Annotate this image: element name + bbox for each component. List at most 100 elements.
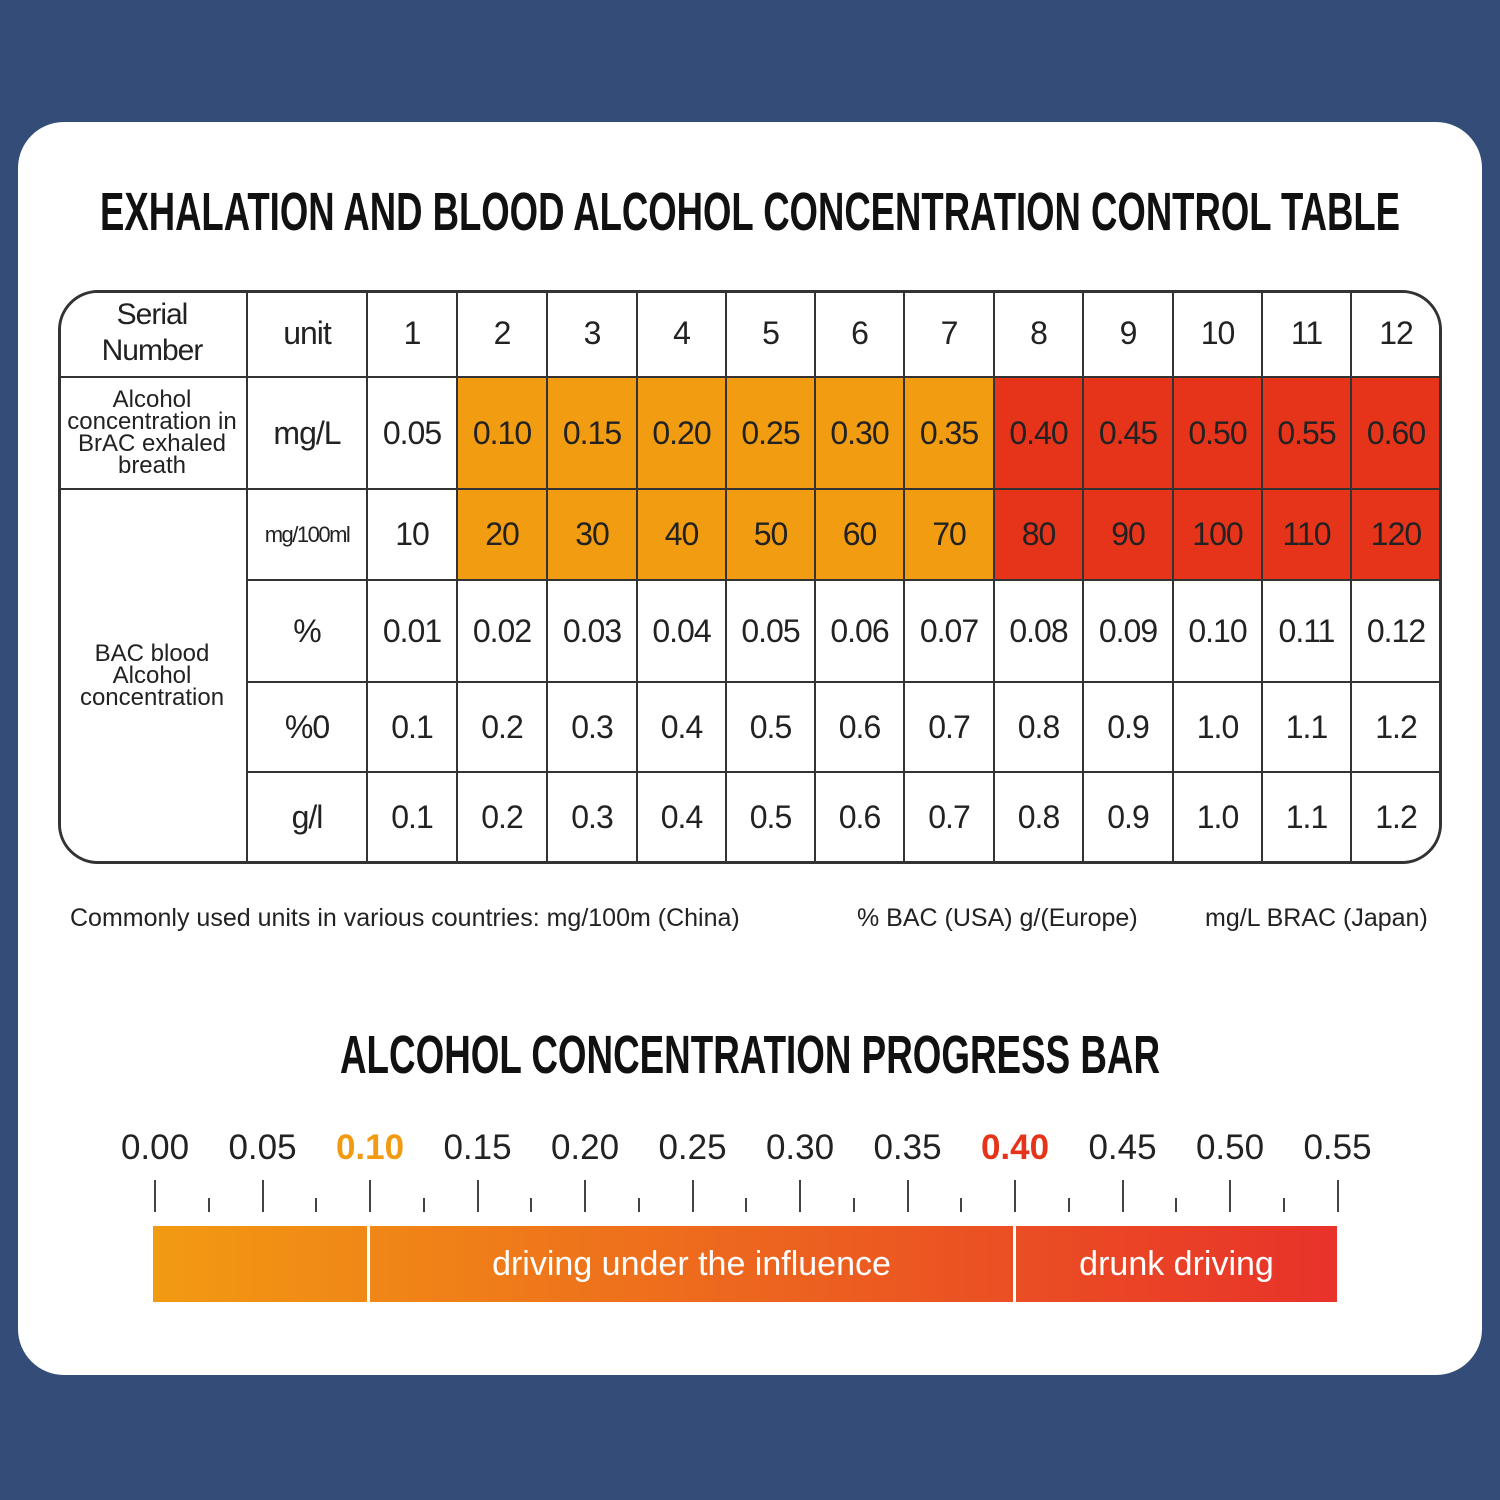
minor-tick	[637, 1198, 640, 1212]
table-cell: 0.50	[1174, 378, 1263, 490]
table-cell: 0.05	[727, 581, 816, 683]
table-cell: 2	[458, 293, 548, 378]
tick-label: 0.30	[765, 1128, 835, 1167]
table-cell: 0.9	[1084, 773, 1174, 861]
table-cell: 0.06	[816, 581, 905, 683]
table-cell: 90	[1084, 490, 1174, 581]
tick-label: 0.40	[980, 1128, 1050, 1167]
table-cell: 0.45	[1084, 378, 1174, 490]
minor-tick	[422, 1198, 425, 1212]
table-cell: 0.08	[995, 581, 1084, 683]
tick-mark	[369, 1180, 371, 1212]
table-cell: 0.09	[1084, 581, 1174, 683]
tick-label: 0.05	[228, 1128, 297, 1167]
note: % BAC (USA) g/(Europe)	[857, 904, 1138, 932]
table-cell: 0.10	[458, 378, 548, 490]
table-cell: Alcohol concentration in BrAC exhaled br…	[61, 378, 248, 490]
tick-label: 0.50	[1195, 1128, 1265, 1167]
table-cell: 0.8	[995, 683, 1084, 773]
separator	[367, 1226, 370, 1302]
table-cell: 1.1	[1263, 683, 1352, 773]
tick-mark	[1121, 1180, 1124, 1212]
table-cell: mg/L	[248, 378, 368, 490]
tick-mark	[261, 1180, 264, 1212]
note: mg/L BRAC (Japan)	[1205, 904, 1428, 932]
table-cell: 0.02	[458, 581, 548, 683]
table-cell: 110	[1263, 490, 1352, 581]
tick-label: 0.15	[443, 1128, 512, 1167]
table-cell: 70	[905, 490, 995, 581]
table-cell: Serial Number	[61, 293, 248, 378]
table-cell: 1.0	[1174, 773, 1263, 861]
table-cell: mg/100ml	[248, 490, 368, 581]
table-title: EXHALATION AND BLOOD ALCOHOL CONCENTRATI…	[100, 182, 1400, 242]
progress-bar	[153, 1226, 1337, 1302]
table-cell: 3	[548, 293, 638, 378]
tick-label: 0.55	[1303, 1128, 1372, 1167]
table-cell: 10	[1174, 293, 1263, 378]
minor-tick	[960, 1198, 963, 1212]
tick-label: 0.00	[120, 1128, 190, 1167]
minor-tick	[1282, 1198, 1285, 1212]
table-cell: 0.7	[905, 683, 995, 773]
table-cell: 11	[1263, 293, 1352, 378]
table-cell: 0.7	[905, 773, 995, 861]
table-cell: 0.6	[816, 683, 905, 773]
table-cell: 0.30	[816, 378, 905, 490]
segment-label: driving under the influence	[492, 1244, 891, 1283]
table-cell: 40	[638, 490, 727, 581]
note: Commonly used units in various countries…	[70, 904, 740, 932]
table-cell: 0.6	[816, 773, 905, 861]
table-cell: 0.4	[638, 773, 727, 861]
table-cell: 0.3	[548, 683, 638, 773]
table-cell: 80	[995, 490, 1084, 581]
table-cell: 1.2	[1352, 683, 1439, 773]
minor-tick	[1067, 1198, 1070, 1212]
minor-tick	[530, 1198, 533, 1212]
minor-tick	[315, 1198, 318, 1212]
tick-mark	[691, 1180, 694, 1212]
tick-label: 0.25	[658, 1128, 727, 1167]
table-cell: 50	[727, 490, 816, 581]
tick-mark	[906, 1180, 909, 1212]
table-cell: 0.8	[995, 773, 1084, 861]
table-cell: 0.2	[458, 773, 548, 861]
table-cell: 60	[816, 490, 905, 581]
table-cell: 0.15	[548, 378, 638, 490]
table-cell: 0.10	[1174, 581, 1263, 683]
table-cell: 1.1	[1263, 773, 1352, 861]
table-cell: BAC blood Alcohol concentration	[61, 490, 248, 861]
table-cell: 0.60	[1352, 378, 1439, 490]
table-cell: 1.2	[1352, 773, 1439, 861]
table-cell: 0.9	[1084, 683, 1174, 773]
tick-label: 0.10	[335, 1128, 405, 1167]
table-cell: 0.11	[1263, 581, 1352, 683]
table-cell: unit	[248, 293, 368, 378]
table-cell: 0.3	[548, 773, 638, 861]
bar-title: ALCOHOL CONCENTRATION PROGRESS BAR	[340, 1025, 1160, 1085]
table-cell: 0.40	[995, 378, 1084, 490]
table-cell: 0.2	[458, 683, 548, 773]
table-cell: 10	[368, 490, 458, 581]
table-cell: g/l	[248, 773, 368, 861]
table-cell: 9	[1084, 293, 1174, 378]
table-cell: 0.04	[638, 581, 727, 683]
table-cell: 0.1	[368, 773, 458, 861]
table-cell: 0.05	[368, 378, 458, 490]
table-cell: 0.5	[727, 683, 816, 773]
table-cell: 120	[1352, 490, 1439, 581]
tick-mark	[1336, 1180, 1339, 1212]
tick-mark	[799, 1180, 801, 1212]
tick-mark	[476, 1180, 479, 1212]
table-cell: 0.25	[727, 378, 816, 490]
table-cell: 0.01	[368, 581, 458, 683]
tick-mark	[154, 1180, 156, 1212]
table-cell: 7	[905, 293, 995, 378]
table-cell: 0.4	[638, 683, 727, 773]
table-cell: 0.07	[905, 581, 995, 683]
tick-label: 0.20	[550, 1128, 620, 1167]
table-cell: 30	[548, 490, 638, 581]
tick-mark	[1014, 1180, 1016, 1212]
tick-label: 0.45	[1088, 1128, 1157, 1167]
